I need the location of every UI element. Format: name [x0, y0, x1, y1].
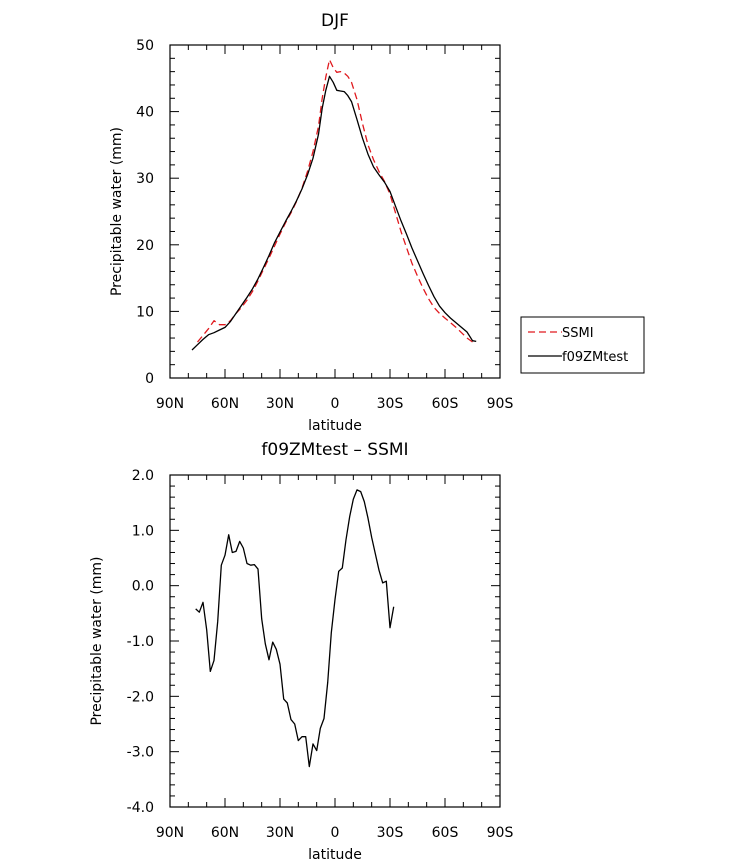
legend-label: f09ZMtest [562, 350, 628, 365]
chart-panel-1: DJF 90N 60N 30N 0 30S 60S 90S 0 10 20 30 40 50 latitud… [109, 11, 645, 434]
legend-label: SSMI [562, 326, 594, 341]
y-tick-label: -1.0 [127, 634, 154, 650]
y-tick-label: 10 [136, 304, 154, 320]
chart-title: DJF [321, 11, 349, 31]
y-tick-label: 40 [136, 105, 154, 121]
y-tick-label: 2.0 [132, 468, 154, 484]
y-tick-label: -2.0 [127, 689, 154, 705]
difference-series-line [195, 489, 395, 768]
chart-panel-2: f09ZMtest – SSMI 90N 60N 30N 0 30S 60S 90S 2.0 1.… [89, 440, 513, 863]
x-tick-label: 30N [266, 396, 294, 412]
chart-title: f09ZMtest – SSMI [261, 440, 408, 460]
y-tick-label: 20 [136, 238, 154, 254]
plot-frame [169, 44, 501, 379]
plot-frame [169, 474, 501, 808]
x-tick-label: 30S [377, 825, 404, 841]
x-tick-label: 90N [156, 825, 184, 841]
x-tick-label: 0 [331, 396, 340, 412]
f09zmtest-series-line [191, 75, 477, 351]
x-tick-label: 90S [487, 825, 514, 841]
x-tick-label: 30S [377, 396, 404, 412]
y-tick-label: -3.0 [127, 745, 154, 761]
y-tick-label: 1.0 [132, 523, 154, 539]
x-axis-label: latitude [308, 847, 362, 863]
x-tick-label: 60S [432, 396, 459, 412]
y-tick-label: -4.0 [127, 800, 154, 816]
x-tick-label: 90S [487, 396, 514, 412]
legend: SSMI f09ZMtest [520, 316, 645, 374]
x-tick-label: 60N [211, 396, 239, 412]
y-tick-label: 0 [145, 371, 154, 387]
x-tick-label: 90N [156, 396, 184, 412]
y-tick-label: 0.0 [132, 579, 154, 595]
x-tick-label: 60N [211, 825, 239, 841]
y-axis-label: Precipitable water (mm) [109, 127, 125, 296]
x-axis-label: latitude [308, 418, 362, 434]
y-tick-label: 50 [136, 38, 154, 54]
x-tick-label: 60S [432, 825, 459, 841]
x-tick-label: 0 [331, 825, 340, 841]
y-axis-label: Precipitable water (mm) [89, 556, 105, 725]
y-tick-label: 30 [136, 171, 154, 187]
legend-box [520, 316, 645, 374]
x-tick-label: 30N [266, 825, 294, 841]
ssmi-series-line [197, 59, 473, 343]
